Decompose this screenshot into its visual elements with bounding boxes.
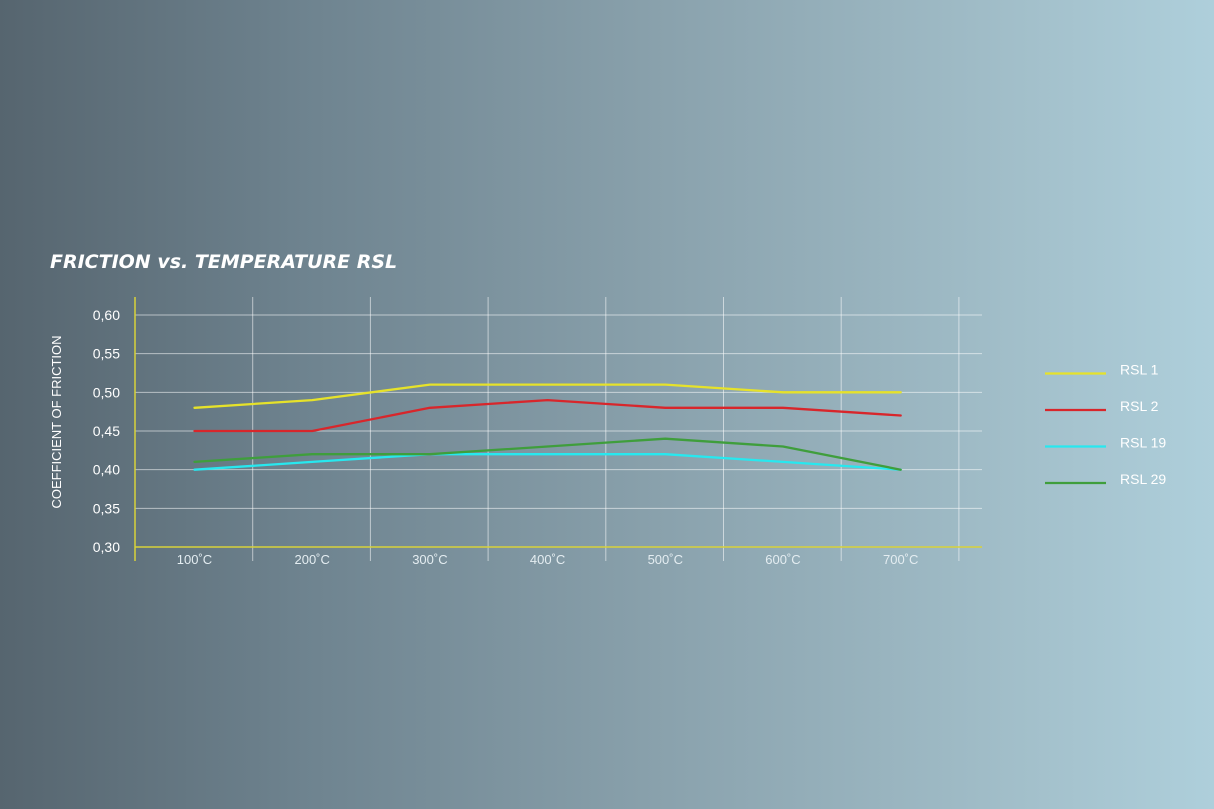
x-tick-label: 500˚C — [648, 552, 683, 567]
x-tick-label: 200˚C — [294, 552, 329, 567]
series-line — [193, 453, 902, 471]
x-tick-label: 600˚C — [765, 552, 800, 567]
legend: RSL 1 RSL 2 RSL 19 RSL 29 — [1045, 362, 1166, 487]
x-tick-label: 100˚C — [177, 552, 212, 567]
legend-label: RSL 19 — [1120, 435, 1166, 451]
series-lines — [193, 383, 902, 471]
grid — [135, 297, 982, 561]
y-tick-label: 0,50 — [93, 384, 120, 400]
y-tick-label: 0,30 — [93, 539, 120, 555]
y-tick-labels: 0,30 0,35 0,40 0,45 0,50 0,55 0,60 — [93, 307, 120, 555]
legend-label: RSL 1 — [1120, 362, 1159, 378]
y-tick-label: 0,40 — [93, 462, 120, 478]
legend-label: RSL 29 — [1120, 471, 1166, 487]
x-tick-labels: 100˚C 200˚C 300˚C 400˚C 500˚C 600˚C 700˚C — [177, 552, 919, 567]
y-tick-label: 0,45 — [93, 423, 120, 439]
y-axis-label: COEFFICIENT OF FRICTION — [49, 335, 64, 508]
series-line — [193, 383, 902, 409]
chart-title: FRICTION vs. TEMPERATURE RSL — [50, 251, 397, 273]
series-line — [193, 437, 902, 471]
x-tick-label: 700˚C — [883, 552, 918, 567]
legend-label: RSL 2 — [1120, 398, 1159, 414]
y-tick-label: 0,55 — [93, 346, 120, 362]
y-tick-label: 0,60 — [93, 307, 120, 323]
series-line — [193, 398, 902, 433]
x-tick-label: 300˚C — [412, 552, 447, 567]
y-tick-label: 0,35 — [93, 500, 120, 516]
x-tick-label: 400˚C — [530, 552, 565, 567]
axes — [134, 297, 982, 561]
